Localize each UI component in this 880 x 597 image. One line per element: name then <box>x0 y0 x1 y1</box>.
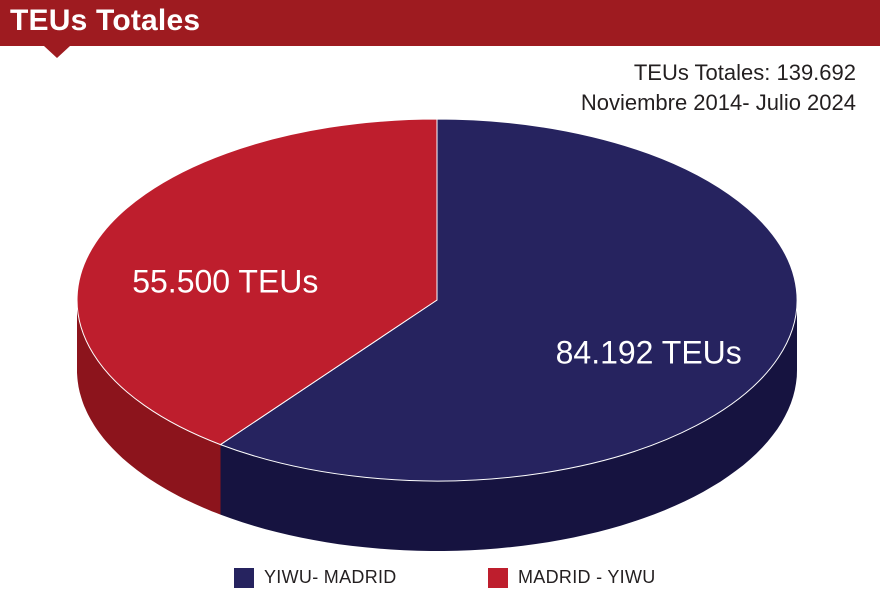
legend-label-yiwu-madrid: YIWU- MADRID <box>264 567 397 587</box>
legend-label-madrid-yiwu: MADRID - YIWU <box>518 567 656 587</box>
legend-swatch-yiwu-madrid <box>234 567 254 588</box>
subtitle-period: Noviembre 2014- Julio 2024 <box>580 90 856 115</box>
pie-slice-yiwu-madrid <box>219 118 798 482</box>
legend-item-madrid-yiwu: MADRID - YIWU <box>488 567 656 588</box>
legend-item-yiwu-madrid: YIWU- MADRID <box>234 567 397 588</box>
data-label-yiwu-madrid: 84.192 TEUs <box>556 335 742 371</box>
legend-swatch-madrid-yiwu <box>488 567 508 588</box>
legend: YIWU- MADRID MADRID - YIWU <box>0 567 880 593</box>
pie-side-madrid-yiwu <box>77 300 221 515</box>
subtitle-total: TEUs Totales: 139.692 <box>633 60 856 85</box>
pie-slice-madrid-yiwu <box>76 118 438 446</box>
pie-side-yiwu-madrid <box>220 300 797 551</box>
page-title: TEUs Totales <box>10 4 201 37</box>
header-bar <box>0 0 880 46</box>
data-label-madrid-yiwu: 55.500 TEUs <box>132 263 318 299</box>
header-notch <box>44 46 70 58</box>
